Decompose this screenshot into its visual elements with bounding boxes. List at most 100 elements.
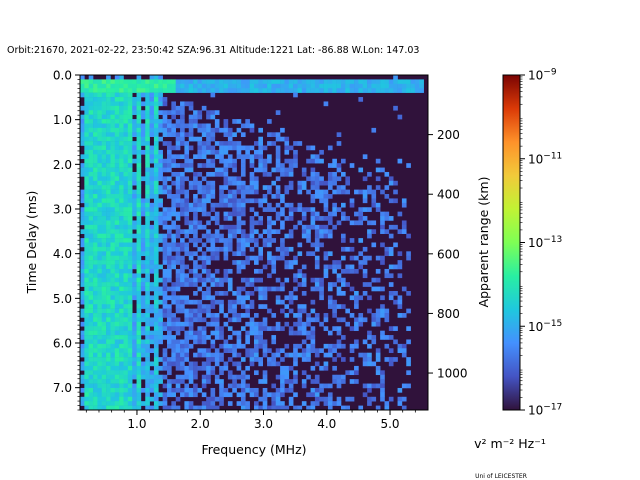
heatmap-cell xyxy=(158,92,163,98)
heatmap-cell xyxy=(171,335,176,340)
heatmap-cell xyxy=(153,114,159,120)
heatmap-cell xyxy=(93,145,98,151)
heatmap-cell xyxy=(310,330,316,336)
heatmap-cell xyxy=(223,224,229,230)
heatmap-cell xyxy=(367,361,372,367)
heatmap-cell xyxy=(127,255,133,261)
heatmap-cell xyxy=(106,326,111,331)
heatmap-cell xyxy=(327,352,333,358)
heatmap-cell xyxy=(84,167,89,173)
heatmap-cell xyxy=(153,317,159,323)
heatmap-cell xyxy=(145,264,150,270)
heatmap-cell xyxy=(314,379,320,384)
heatmap-cell xyxy=(240,171,246,177)
heatmap-cell xyxy=(306,374,311,380)
heatmap-cell xyxy=(167,88,172,93)
heatmap-cell xyxy=(362,352,368,358)
heatmap-cell xyxy=(88,180,94,186)
heatmap-cell xyxy=(332,348,337,353)
heatmap-cell xyxy=(284,171,290,177)
heatmap-cell xyxy=(223,387,229,393)
heatmap-cell xyxy=(175,295,181,301)
heatmap-cell xyxy=(140,299,146,305)
heatmap-cell xyxy=(210,273,216,279)
heatmap-cell xyxy=(93,163,98,168)
heatmap-cell xyxy=(119,383,124,389)
heatmap-cell xyxy=(319,242,324,248)
heatmap-cell xyxy=(110,176,116,182)
heatmap-cell xyxy=(93,374,98,380)
heatmap-cell xyxy=(132,101,137,107)
heatmap-cell xyxy=(171,207,176,212)
heatmap-cell xyxy=(301,233,307,239)
heatmap-cell xyxy=(180,101,185,107)
heatmap-cell xyxy=(271,238,277,243)
heatmap-cell xyxy=(232,348,237,353)
heatmap-cell xyxy=(180,268,185,274)
heatmap-cell xyxy=(310,335,316,340)
heatmap-cell xyxy=(180,163,185,168)
heatmap-cell xyxy=(114,216,120,221)
heatmap-cell xyxy=(106,224,111,230)
heatmap-cell xyxy=(158,321,163,327)
heatmap-cell xyxy=(127,198,133,204)
heatmap-cell xyxy=(110,401,116,406)
heatmap-cell xyxy=(132,405,137,411)
heatmap-cell xyxy=(149,339,155,345)
y2-tick-label: 800 xyxy=(437,307,460,321)
heatmap-cell xyxy=(223,246,229,252)
heatmap-cell xyxy=(167,163,172,168)
heatmap-cell xyxy=(80,83,85,89)
heatmap-cell xyxy=(101,357,107,362)
heatmap-cell xyxy=(280,79,285,85)
heatmap-cell xyxy=(232,352,237,358)
heatmap-cell xyxy=(158,401,163,406)
heatmap-cell xyxy=(167,158,172,164)
heatmap-cell xyxy=(153,211,159,217)
heatmap-cell xyxy=(319,295,324,301)
heatmap-cell xyxy=(240,88,246,93)
heatmap-cell xyxy=(367,308,372,314)
heatmap-cell xyxy=(362,154,368,160)
heatmap-cell xyxy=(184,317,190,323)
heatmap-cell xyxy=(114,141,120,146)
heatmap-cell xyxy=(153,321,159,327)
heatmap-cell xyxy=(106,396,111,402)
heatmap-cell xyxy=(275,132,281,138)
heatmap-cell xyxy=(227,132,233,138)
heatmap-cell xyxy=(310,401,316,406)
heatmap-cell xyxy=(393,326,398,331)
heatmap-cell xyxy=(358,405,364,411)
heatmap-cell xyxy=(323,383,329,389)
heatmap-cell xyxy=(227,79,233,85)
heatmap-cell xyxy=(227,211,233,217)
heatmap-cell xyxy=(319,290,324,296)
heatmap-cell xyxy=(219,392,224,398)
heatmap-cell xyxy=(375,79,381,85)
heatmap-cell xyxy=(375,202,381,208)
heatmap-cell xyxy=(119,114,124,120)
heatmap-cell xyxy=(136,326,142,331)
heatmap-cell xyxy=(162,295,168,301)
heatmap-cell xyxy=(349,357,355,362)
heatmap-cell xyxy=(136,401,142,406)
heatmap-cell xyxy=(267,229,272,234)
heatmap-cell xyxy=(245,405,250,411)
heatmap-cell xyxy=(140,79,146,85)
heatmap-cell xyxy=(267,357,272,362)
heatmap-cell xyxy=(136,216,142,221)
heatmap-cell xyxy=(171,313,176,318)
heatmap-cell xyxy=(388,88,394,93)
heatmap-cell xyxy=(245,365,250,371)
heatmap-cell xyxy=(210,158,216,164)
heatmap-cell xyxy=(380,260,385,265)
heatmap-cell xyxy=(123,299,129,305)
heatmap-cell xyxy=(101,145,107,151)
heatmap-cell xyxy=(171,339,176,345)
heatmap-cell xyxy=(114,308,120,314)
heatmap-cell xyxy=(232,224,237,230)
heatmap-cell xyxy=(167,149,172,155)
heatmap-cell xyxy=(80,88,85,93)
heatmap-cell xyxy=(249,392,255,398)
